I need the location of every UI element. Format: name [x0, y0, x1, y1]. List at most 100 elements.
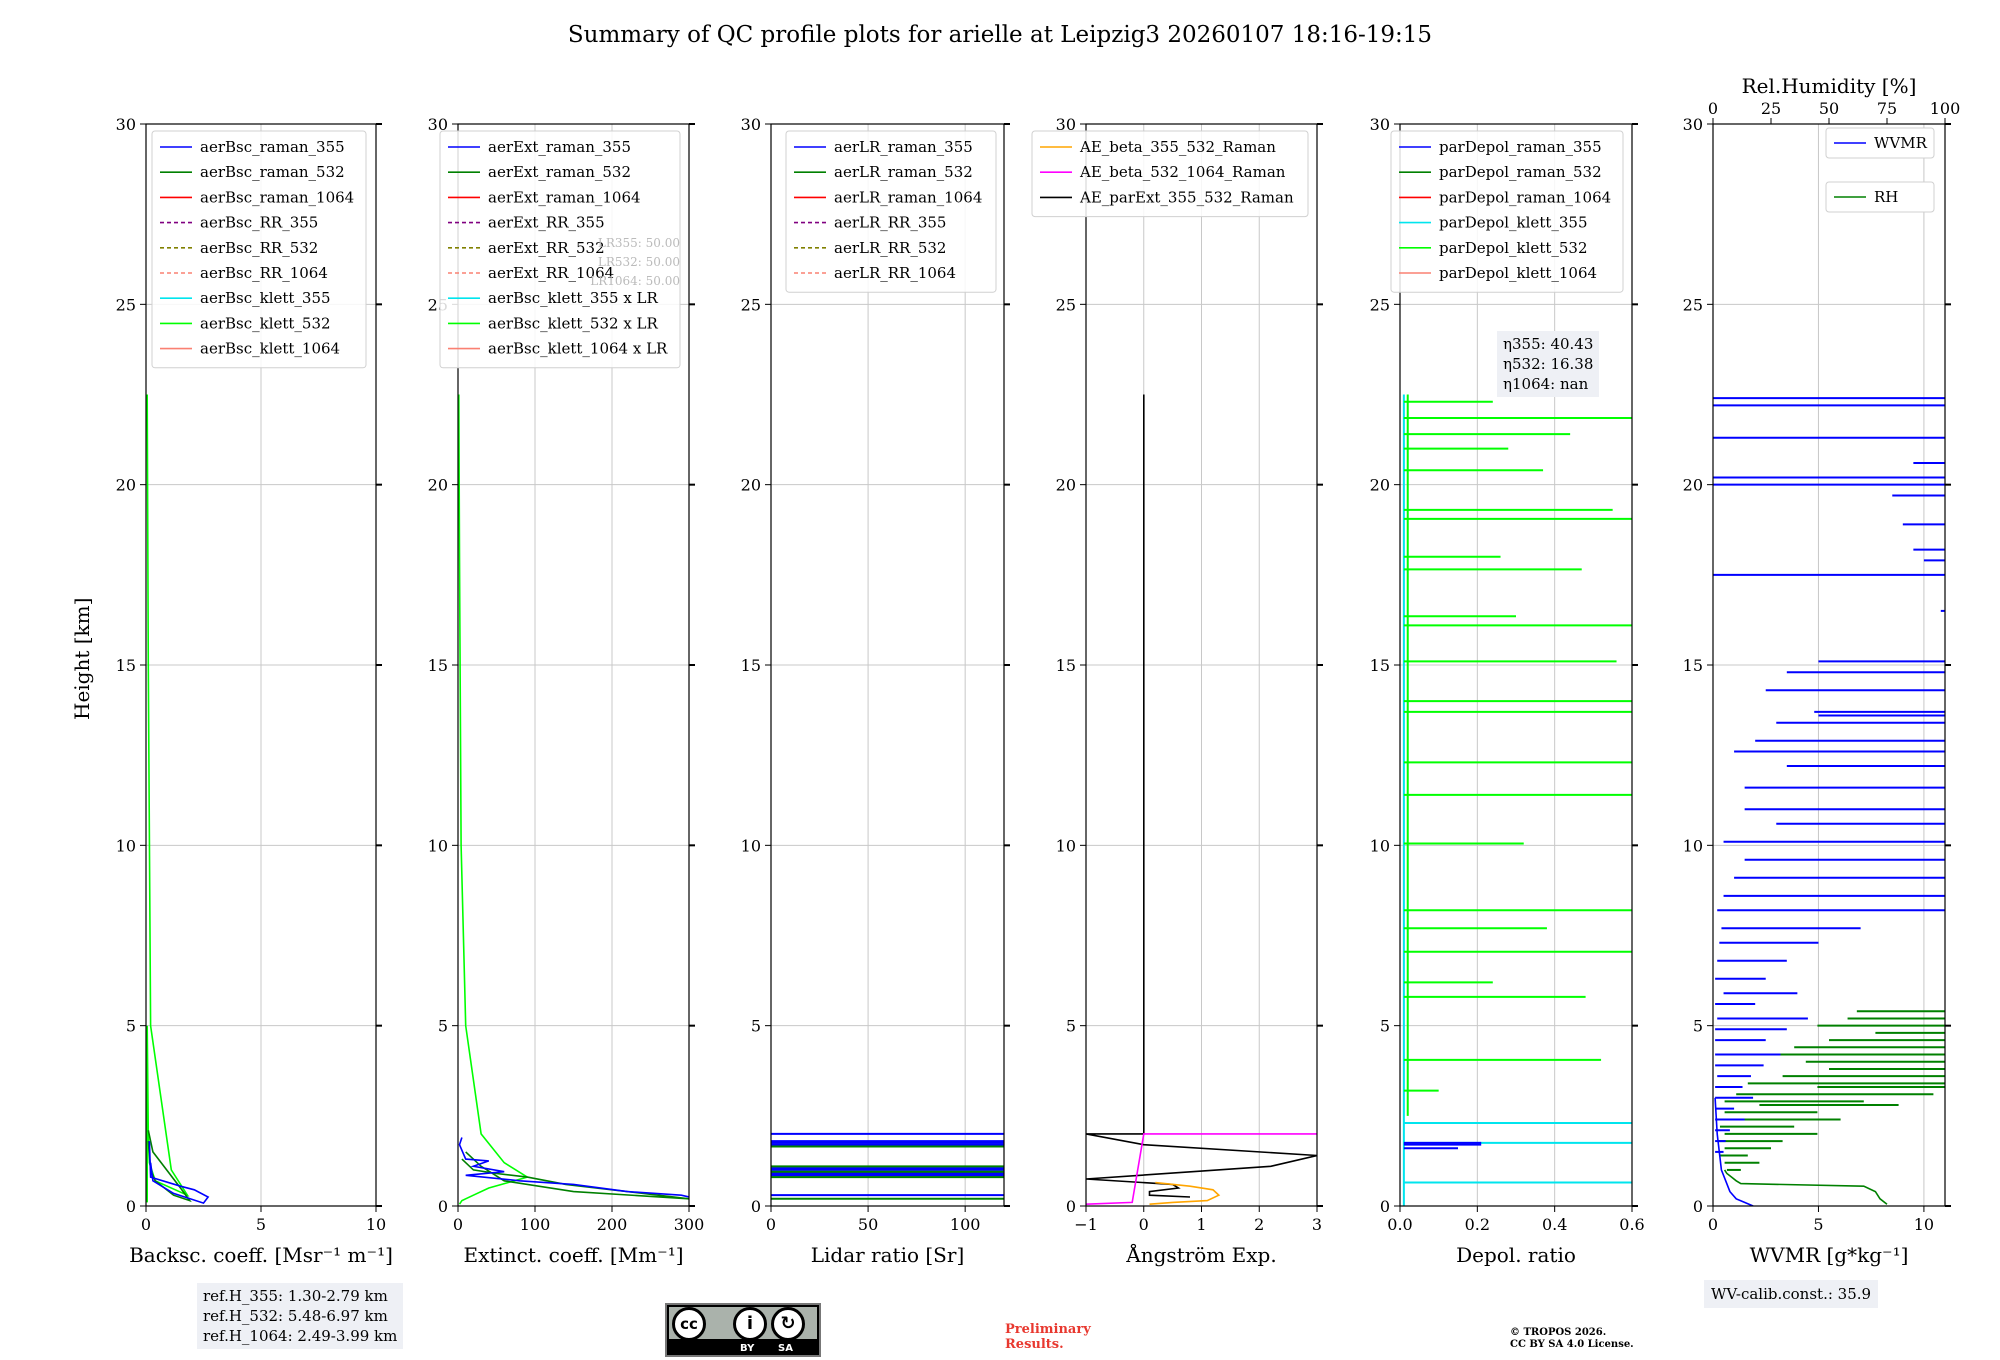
legend-label: aerLR_RR_1064 [834, 264, 956, 282]
y-tick-label: 25 [1370, 295, 1390, 314]
legend-label: aerExt_raman_532 [488, 163, 631, 181]
sa-share-icon: ↻ [771, 1307, 805, 1341]
x-axis-label: Depol. ratio [1456, 1243, 1576, 1267]
ref-height-532: ref.H_532: 5.48-6.97 km [203, 1307, 388, 1325]
legend-label: aerLR_RR_532 [834, 239, 946, 257]
x-tick-label: 5 [1813, 1215, 1823, 1234]
legend-label: parDepol_klett_355 [1439, 214, 1588, 232]
panel-backscatter: 0 5 10 15 20 25 30 0 5 10 Backsc. coeff. [Msr⁻¹ m⁻… [116, 115, 393, 1267]
data-layer [1086, 394, 1317, 1205]
eta-532: η532: 16.38 [1503, 355, 1594, 373]
series-aerExt_raman_532 [461, 1151, 689, 1200]
x-tick-label: 0 [766, 1215, 776, 1234]
legend-box [1825, 181, 1935, 213]
y-tick-label: 15 [1683, 656, 1703, 675]
y-tick-label: 10 [428, 836, 448, 855]
legend-label: RH [1874, 188, 1898, 206]
x-axis-label: WVMR [g*kg⁻¹] [1750, 1243, 1909, 1267]
x-tick-label: 0 [1139, 1215, 1149, 1234]
x-axis-label: Ångström Exp. [1125, 1242, 1276, 1267]
legend-label: AE_parExt_355_532_Raman [1079, 188, 1294, 206]
legend-label: aerBsc_klett_355 [200, 289, 331, 307]
legend-label: aerLR_raman_1064 [834, 188, 982, 206]
legend: parDepol_raman_355 parDepol_raman_532 parD… [1390, 130, 1624, 293]
lr-annotation: LR532: 50.00 [598, 255, 680, 269]
series-AE_parExt_355_532_Raman [1086, 394, 1317, 1198]
y-tick-label: 5 [751, 1017, 761, 1036]
panel-lidar_ratio: 0 5 10 15 20 25 30 0 50 100 Lidar ratio [Sr] aerLR_… [741, 115, 1010, 1267]
lr-annotation: LR1064: 50.00 [590, 274, 680, 288]
x-tick-label: 10 [1914, 1215, 1934, 1234]
legend-label: aerExt_raman_355 [488, 138, 631, 156]
x-tick-label: 0.4 [1542, 1215, 1567, 1234]
x-tick-label: 100 [520, 1215, 551, 1234]
x-tick-label: −1 [1074, 1215, 1098, 1234]
series-aerBsc_raman_355 [148, 1141, 210, 1205]
y-tick-label: 0 [438, 1197, 448, 1216]
data-layer [1713, 397, 1945, 1206]
legend-label: AE_beta_532_1064_Raman [1079, 163, 1286, 181]
y-tick-label: 0 [126, 1197, 136, 1216]
sa-label: SA [778, 1343, 793, 1354]
x-tick-label: 5 [256, 1215, 266, 1234]
y-tick-label: 25 [1683, 295, 1703, 314]
data-layer [1402, 394, 1632, 1206]
legend: aerLR_raman_355 aerLR_raman_532 aerLR_rama… [785, 130, 997, 293]
ref-height-355: ref.H_355: 1.30-2.79 km [203, 1287, 388, 1305]
legend-label: aerBsc_klett_355 x LR [488, 289, 659, 307]
panel-water_vapor: 0 25 50 75 100 Rel.Humidity [%] 0 5 10 15 20 25 30 0 5… [1683, 74, 1961, 1267]
legend-label: aerLR_raman_532 [834, 163, 973, 181]
legend: AE_beta_355_532_Raman AE_beta_532_1064_Ra… [1031, 130, 1309, 218]
eta-355: η355: 40.43 [1503, 335, 1594, 353]
legend-label: parDepol_raman_1064 [1439, 188, 1611, 206]
y-tick-label: 30 [741, 115, 761, 134]
x-tick-label: 100 [950, 1215, 981, 1234]
by-label: BY [740, 1343, 755, 1354]
legend-label: aerBsc_raman_1064 [200, 188, 354, 206]
x-tick-label: 1 [1196, 1215, 1206, 1234]
eta-box: η355: 40.43 η532: 16.38 η1064: nan [1497, 331, 1600, 397]
legend-box [785, 130, 997, 293]
y-tick-label: 5 [126, 1017, 136, 1036]
legend-label: parDepol_klett_1064 [1439, 264, 1597, 282]
y-tick-label: 30 [428, 115, 448, 134]
y-tick-label: 20 [1370, 476, 1390, 495]
x2-tick-label: 0 [1708, 99, 1718, 118]
y-tick-label: 0 [1693, 1197, 1703, 1216]
x-tick-label: 0 [141, 1215, 151, 1234]
ref-height-1064: ref.H_1064: 2.49-3.99 km [203, 1327, 398, 1345]
legend-label: aerBsc_RR_1064 [200, 264, 328, 282]
y-tick-label: 0 [1380, 1197, 1390, 1216]
legend: aerBsc_raman_355 aerBsc_raman_532 aerBsc_r… [151, 130, 367, 369]
y-tick-label: 25 [116, 295, 136, 314]
x2-axis-label: Rel.Humidity [%] [1742, 74, 1917, 98]
wv-calib-box: WV-calib.const.: 35.9 [1704, 1280, 1879, 1308]
legend-label: aerBsc_raman_532 [200, 163, 345, 181]
y-tick-label: 25 [741, 295, 761, 314]
legend-label: aerBsc_raman_355 [200, 138, 345, 156]
y-tick-label: 5 [1066, 1017, 1076, 1036]
data-layer [771, 1132, 1004, 1200]
x2-tick-label: 25 [1761, 99, 1781, 118]
series-aerExt_raman_355 [458, 1137, 689, 1198]
legend-label: parDepol_raman_532 [1439, 163, 1602, 181]
data-layer [458, 394, 689, 1205]
eta-1064: η1064: nan [1503, 375, 1589, 393]
x-tick-label: 0 [453, 1215, 463, 1234]
y-tick-label: 5 [1380, 1017, 1390, 1036]
legend-label: aerBsc_RR_532 [200, 239, 318, 257]
y-tick-label: 25 [1056, 295, 1076, 314]
legend-box [151, 130, 367, 369]
x2-tick-label: 100 [1930, 99, 1961, 118]
panel-depolarization: 0 5 10 15 20 25 30 0.0 0.2 0.4 0.6 Depol. ratio parD… [1370, 115, 1645, 1267]
y-tick-label: 0 [1066, 1197, 1076, 1216]
legend-label: parDepol_klett_532 [1439, 239, 1588, 257]
ref-height-box: ref.H_355: 1.30-2.79 km ref.H_532: 5.48-… [197, 1283, 404, 1349]
y-tick-label: 20 [1683, 476, 1703, 495]
y-tick-label: 20 [1056, 476, 1076, 495]
series-aerBsc_klett_532 [146, 394, 190, 1203]
y-tick-label: 20 [741, 476, 761, 495]
y-tick-label: 30 [1370, 115, 1390, 134]
